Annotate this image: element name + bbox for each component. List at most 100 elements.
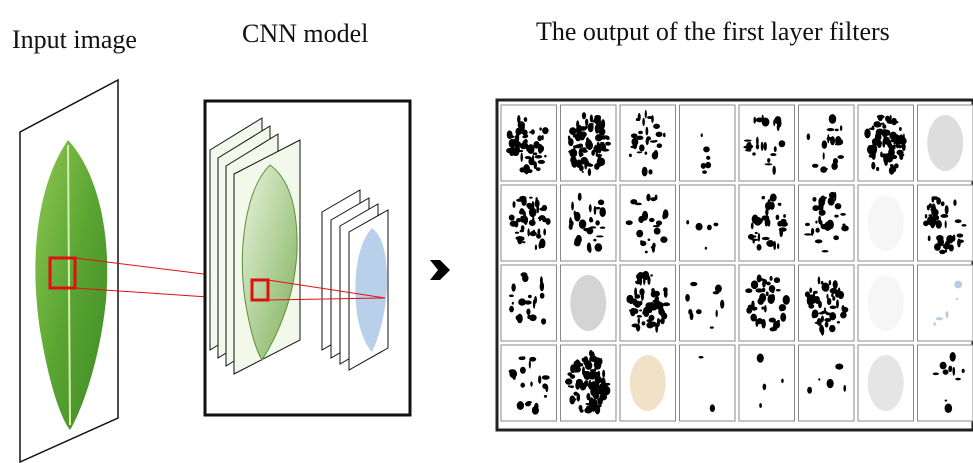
filter-blob — [534, 402, 539, 410]
filter-blob — [593, 238, 597, 242]
filter-blob — [746, 307, 753, 314]
filter-blob — [949, 351, 956, 362]
filter-blob — [953, 199, 957, 206]
filter-blob — [588, 350, 593, 357]
filter-blob — [712, 291, 720, 295]
filter-blob — [595, 206, 601, 210]
filter-blob — [533, 141, 540, 149]
filter-blob — [750, 280, 759, 290]
filter-blob — [939, 361, 947, 370]
filter-blob — [654, 296, 660, 301]
filter-blob — [889, 133, 893, 138]
filter-blob — [756, 353, 764, 363]
filter-blob — [839, 125, 843, 131]
filter-blob — [516, 401, 525, 410]
filter-blob — [769, 195, 775, 202]
filter-blob — [809, 287, 813, 293]
filter-blob — [644, 151, 648, 155]
filter-blob — [634, 300, 642, 308]
filter-blob — [654, 290, 660, 297]
filter-blob — [778, 140, 786, 148]
filter-blob — [891, 144, 899, 147]
filter-blob — [641, 321, 646, 326]
filter-blob — [530, 129, 535, 135]
filter-blob — [520, 152, 523, 162]
filter-blob — [690, 281, 698, 287]
filter-blob — [636, 135, 644, 140]
filter-blob — [837, 155, 844, 159]
leaf-vein — [67, 144, 71, 426]
filter-blob — [901, 142, 906, 152]
filter-blob — [820, 326, 825, 336]
filter-blob — [833, 160, 837, 164]
filter-blob — [584, 361, 593, 370]
filter-blob — [543, 228, 547, 236]
filter-blob — [588, 379, 592, 388]
filter-blob — [955, 297, 959, 301]
filter-blob — [756, 136, 759, 146]
filter-blob — [650, 306, 657, 311]
filter-blob — [944, 403, 953, 414]
filter-blob — [936, 234, 944, 242]
filter-blob — [515, 315, 519, 320]
filter-blob — [824, 321, 829, 328]
filter-blob — [832, 280, 838, 289]
filter-blob — [765, 208, 769, 216]
filter-blob — [519, 167, 526, 173]
filter-blob — [646, 319, 653, 323]
filter-blob — [523, 356, 526, 359]
filter-blob — [571, 201, 574, 211]
filter-blob — [517, 115, 521, 124]
filter-blob — [576, 159, 582, 169]
filter-blob — [894, 163, 899, 169]
filter-blob — [743, 139, 752, 142]
filter-blob — [819, 220, 823, 226]
filter-blob — [575, 362, 582, 368]
filter-blob — [779, 228, 784, 238]
filter-blob — [954, 280, 963, 289]
filter-blob — [759, 293, 767, 303]
filter-blob — [599, 358, 603, 365]
filter-blob — [569, 395, 576, 405]
filter-blob — [594, 404, 601, 415]
filter-blob — [898, 126, 902, 131]
filter-blob — [573, 210, 576, 216]
filter-blob — [773, 240, 777, 251]
filter-blob — [766, 281, 771, 286]
filter-blob — [565, 378, 573, 385]
filter-blob — [705, 161, 712, 169]
filter-blob — [926, 204, 930, 211]
filter-blob — [595, 220, 600, 226]
filter-blob — [764, 163, 773, 166]
filter-blob — [577, 192, 582, 201]
filter-blob — [821, 249, 829, 253]
filter-blob — [841, 306, 849, 313]
filter-blob — [821, 140, 828, 149]
filter-blob — [871, 125, 875, 131]
filter-blob — [829, 312, 837, 321]
filter-blob — [511, 301, 514, 305]
filter-blob — [820, 281, 824, 285]
filter-blob — [778, 304, 787, 312]
filter-blob — [818, 209, 826, 216]
filter-blob — [820, 166, 828, 173]
filter-blob — [815, 220, 818, 224]
filter-blob — [524, 300, 532, 305]
filter-blob — [537, 159, 546, 164]
filter-cell — [798, 264, 855, 342]
filter-blob — [766, 218, 771, 227]
filter-blob — [945, 311, 949, 319]
filter-blob — [541, 135, 544, 141]
filter-blob — [882, 124, 887, 129]
filter-blob — [598, 157, 606, 167]
filter-blob — [769, 327, 776, 332]
filter-blob — [946, 234, 954, 244]
filter-blob — [589, 114, 593, 123]
filter-blob — [831, 293, 834, 297]
filter-blob — [774, 116, 782, 125]
filter-blob — [952, 234, 956, 242]
filter-blob — [954, 219, 962, 223]
filter-blob — [816, 317, 822, 326]
filter-blob — [518, 298, 526, 306]
filter-blob — [884, 140, 889, 145]
